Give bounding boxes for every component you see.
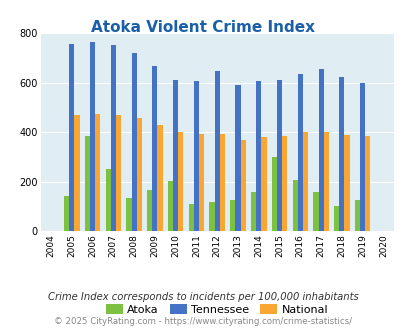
Bar [126,198,131,231]
Legend: Atoka, Tennessee, National: Atoka, Tennessee, National [102,300,332,319]
Bar [323,132,328,231]
Bar [276,80,281,231]
Bar [281,136,287,231]
Bar [74,115,79,231]
Bar [116,115,121,231]
Bar [333,206,339,231]
Bar [318,69,323,231]
Bar [219,135,224,231]
Bar [297,74,302,231]
Bar [354,200,359,231]
Text: Atoka Violent Crime Index: Atoka Violent Crime Index [91,20,314,35]
Text: Crime Index corresponds to incidents per 100,000 inhabitants: Crime Index corresponds to incidents per… [47,292,358,302]
Bar [261,138,266,231]
Bar [198,135,204,231]
Bar [313,192,318,231]
Bar [209,202,214,231]
Bar [302,132,307,231]
Bar [64,196,69,231]
Bar [250,192,256,231]
Bar [256,81,261,231]
Bar [85,136,90,231]
Bar [157,125,162,231]
Bar [152,66,157,231]
Bar [359,83,364,231]
Bar [240,140,245,231]
Bar [111,45,116,231]
Bar [292,180,297,231]
Bar [173,80,178,231]
Bar [235,85,240,231]
Bar [214,71,219,231]
Bar [69,44,74,231]
Text: © 2025 CityRating.com - https://www.cityrating.com/crime-statistics/: © 2025 CityRating.com - https://www.city… [54,317,351,326]
Bar [95,114,100,231]
Bar [343,136,349,231]
Bar [147,190,152,231]
Bar [131,53,136,231]
Bar [178,132,183,231]
Bar [339,77,343,231]
Bar [167,181,173,231]
Bar [230,200,235,231]
Bar [105,169,111,231]
Bar [364,136,369,231]
Bar [188,204,193,231]
Bar [271,157,276,231]
Bar [193,81,198,231]
Bar [90,43,95,231]
Bar [136,118,141,231]
